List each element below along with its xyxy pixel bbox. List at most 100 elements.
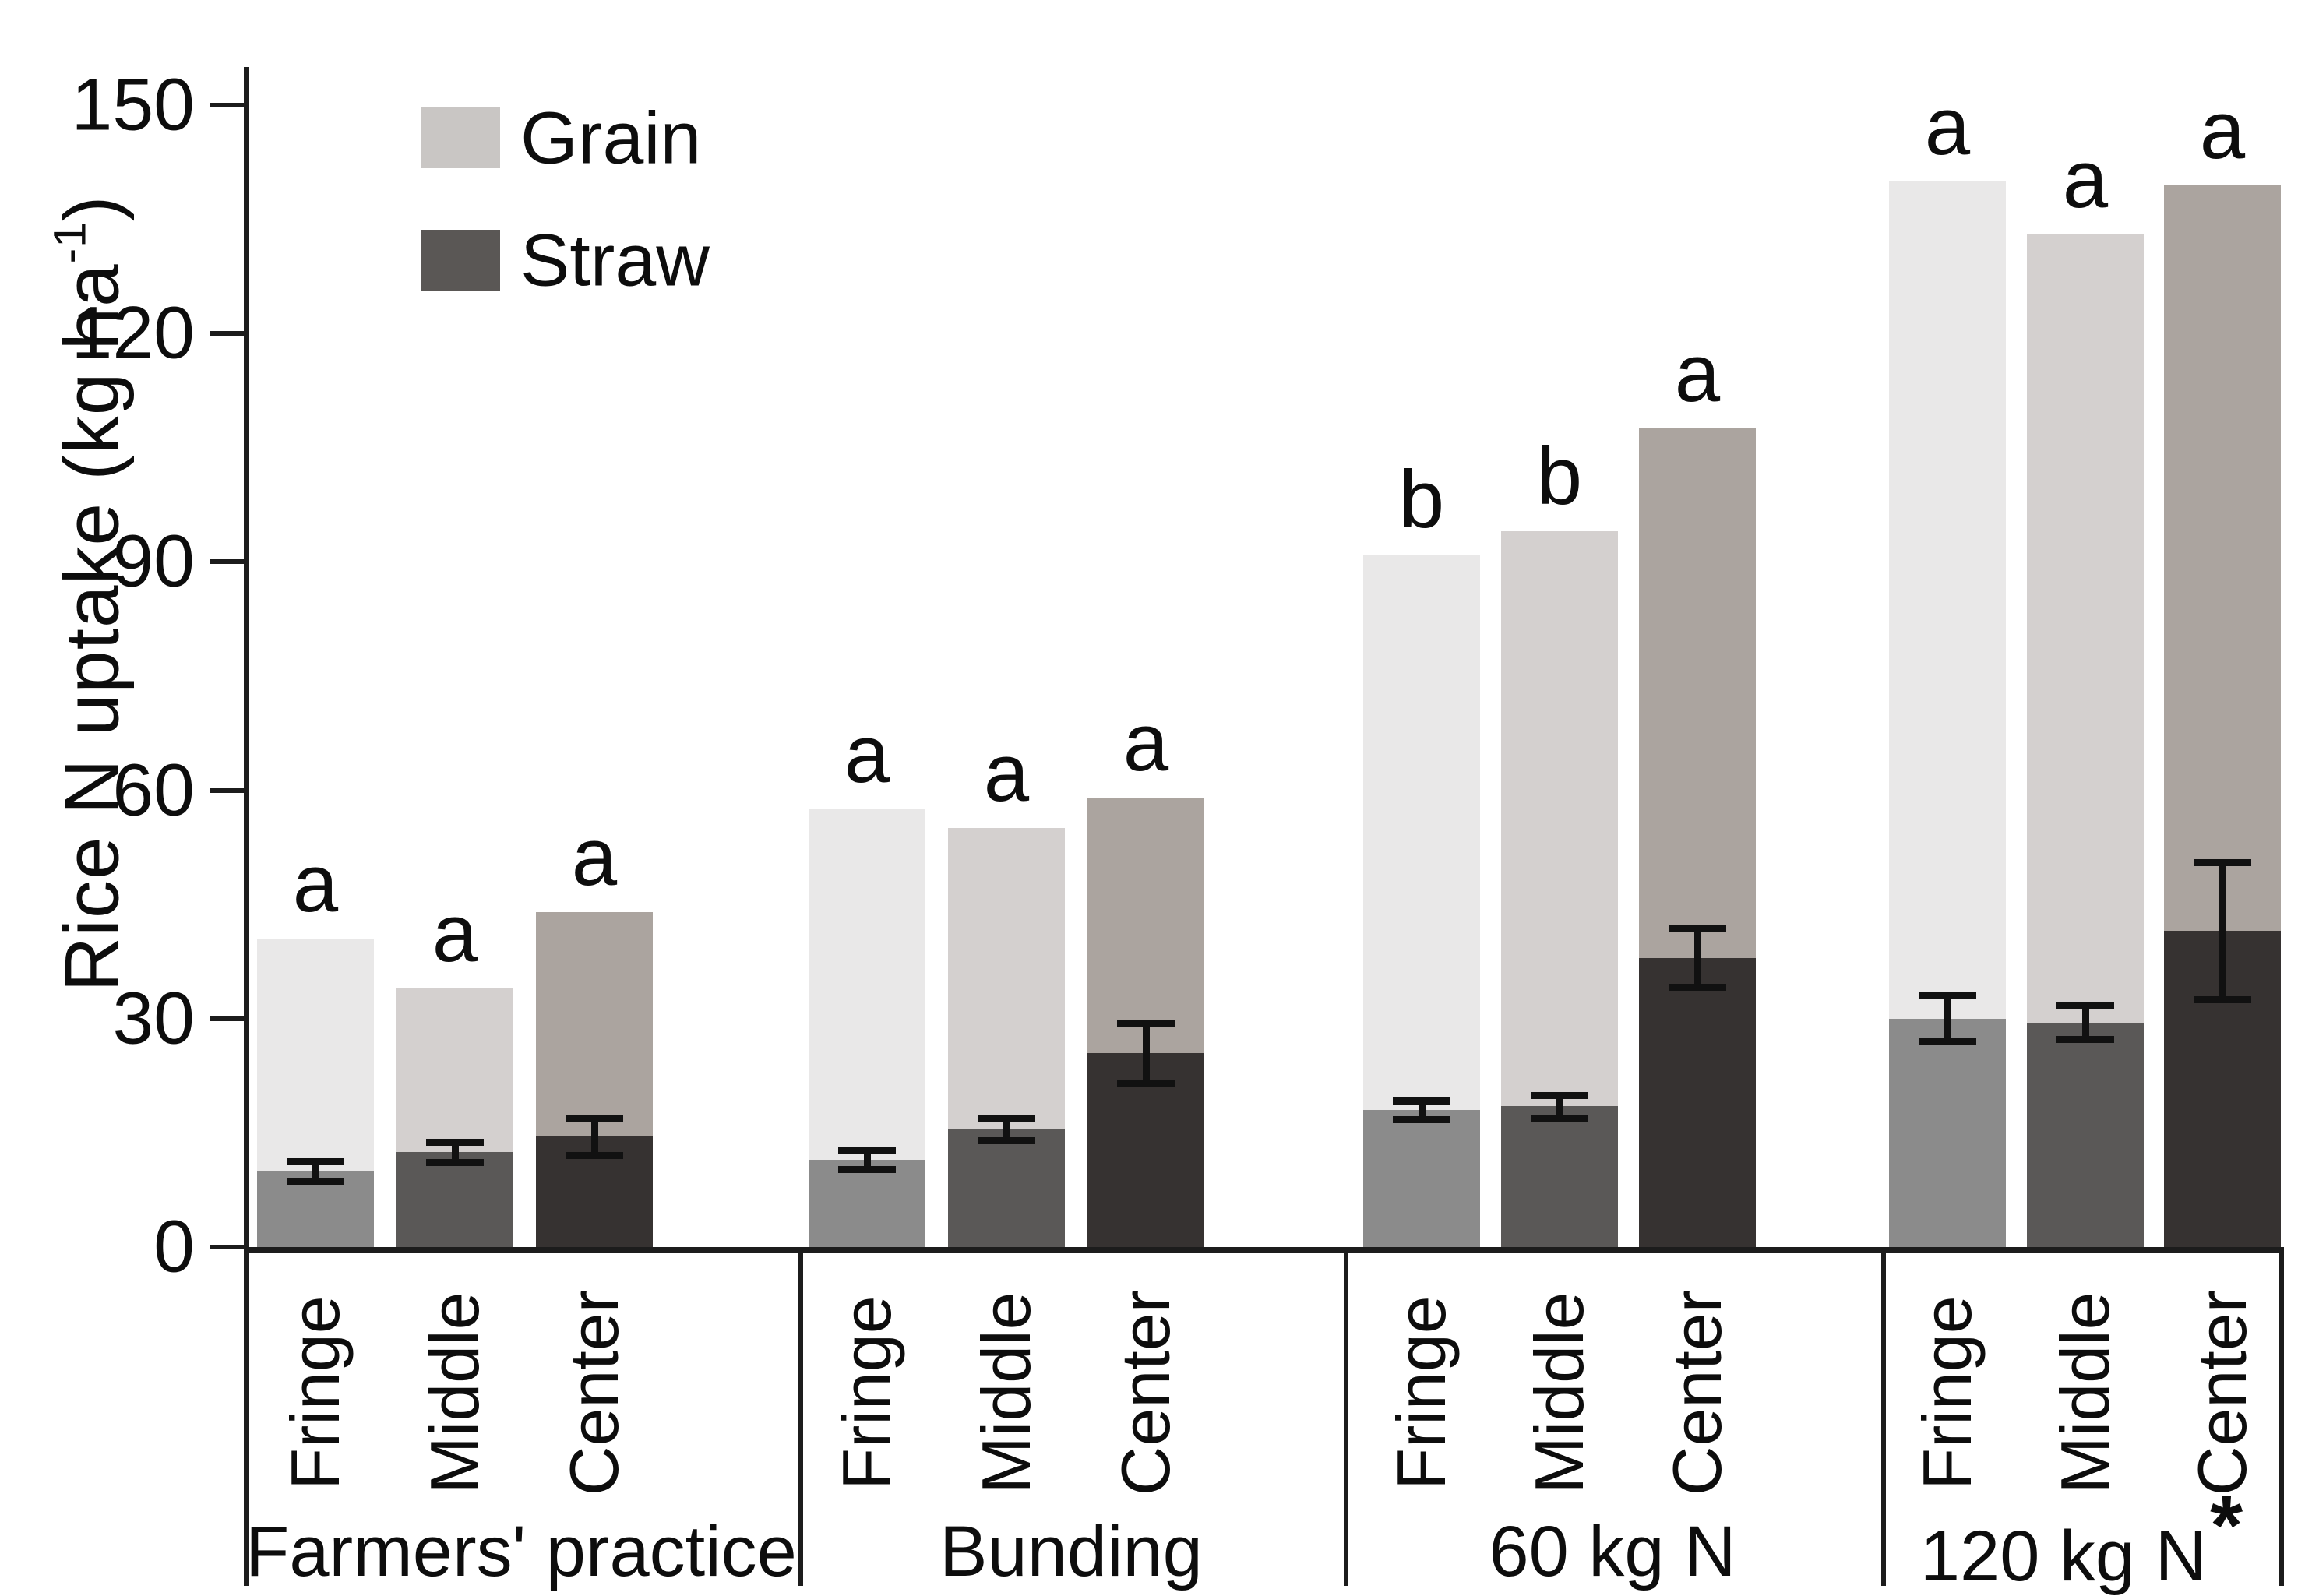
error-bar-cap-bottom bbox=[978, 1137, 1035, 1145]
error-bar-cap-top bbox=[2056, 1002, 2114, 1010]
error-bar-line bbox=[312, 1161, 319, 1181]
y-tick bbox=[210, 1245, 244, 1249]
group-label-text: Bunding bbox=[939, 1512, 1203, 1591]
legend-grain-label: Grain bbox=[520, 97, 702, 180]
y-axis-line bbox=[244, 67, 249, 1586]
group-label-text: Farmers' practice bbox=[245, 1512, 797, 1591]
bar-position-label-text: Fringe bbox=[828, 1295, 905, 1490]
group-label-text: 120 kg N bbox=[1919, 1517, 2208, 1596]
y-axis-title-close: ) bbox=[48, 195, 135, 222]
y-tick-label: 120 bbox=[71, 291, 195, 375]
error-bar-cap-bottom bbox=[1531, 1114, 1588, 1122]
error-bar-cap-top bbox=[1117, 1019, 1175, 1027]
group-label: Farmers' practice bbox=[245, 1513, 797, 1591]
y-tick-label: 150 bbox=[71, 63, 195, 146]
bar-grain-segment bbox=[809, 809, 925, 1160]
error-bar-cap-bottom bbox=[2056, 1036, 2114, 1044]
error-bar-line bbox=[451, 1142, 459, 1162]
bar-grain-segment bbox=[257, 939, 374, 1171]
significance-letter: a bbox=[2199, 84, 2246, 176]
significance-letter: b bbox=[1536, 431, 1583, 523]
bar-straw-segment bbox=[1889, 1018, 2006, 1247]
y-tick bbox=[210, 331, 244, 336]
significance-letter: a bbox=[2062, 134, 2109, 226]
y-axis-title-superscript: -1 bbox=[44, 221, 96, 264]
y-tick-label: 90 bbox=[112, 520, 195, 603]
bar-position-label-text: Middle bbox=[416, 1291, 493, 1494]
bar-grain-segment bbox=[396, 988, 513, 1152]
bar-position-label-text: Center bbox=[2183, 1289, 2261, 1496]
error-bar-line bbox=[1693, 928, 1701, 987]
error-bar-cap-bottom bbox=[1117, 1080, 1175, 1087]
bar-straw-segment bbox=[948, 1129, 1065, 1247]
error-bar-line bbox=[2081, 1006, 2089, 1040]
bar-grain-segment bbox=[1363, 554, 1480, 1111]
group-separator-line bbox=[798, 1247, 803, 1586]
error-bar-line bbox=[1944, 995, 1951, 1042]
y-tick-label: 30 bbox=[112, 977, 195, 1060]
significance-letter: b bbox=[1398, 453, 1445, 545]
bar-position-label-text: Center bbox=[1107, 1289, 1184, 1496]
bar-grain-segment bbox=[1501, 531, 1618, 1107]
bar-position-label-text: Fringe bbox=[1908, 1295, 1986, 1490]
error-bar-line bbox=[1556, 1094, 1563, 1118]
error-bar-cap-top bbox=[1393, 1097, 1450, 1105]
legend-grain-swatch bbox=[421, 107, 500, 168]
error-bar-cap-top bbox=[2194, 859, 2251, 867]
bar-straw-segment bbox=[809, 1159, 925, 1247]
bar-position-label-text: Center bbox=[555, 1289, 633, 1496]
error-bar-line bbox=[1003, 1117, 1010, 1141]
significance-letter: a bbox=[292, 838, 339, 930]
bar-grain-segment bbox=[2027, 234, 2144, 1023]
group-label: Bunding bbox=[939, 1513, 1203, 1591]
bar-straw-segment bbox=[1501, 1106, 1618, 1247]
group-separator-line bbox=[1881, 1247, 1886, 1586]
legend-straw-swatch bbox=[421, 230, 500, 291]
y-tick bbox=[210, 1016, 244, 1021]
bar-grain-segment bbox=[536, 911, 653, 1137]
error-bar-line bbox=[863, 1149, 871, 1170]
bar-position-label-text: Center bbox=[1658, 1289, 1736, 1496]
error-bar-line bbox=[590, 1118, 598, 1155]
bar-position-label-text: Fringe bbox=[277, 1295, 354, 1490]
bar-straw-segment bbox=[1639, 957, 1756, 1247]
significance-letter: a bbox=[1123, 697, 1169, 789]
bar-grain-segment bbox=[1889, 181, 2006, 1019]
bar-grain-segment bbox=[948, 828, 1065, 1129]
error-bar-line bbox=[1418, 1101, 1426, 1119]
y-tick-label: 60 bbox=[112, 749, 195, 832]
error-bar-cap-bottom bbox=[1669, 983, 1726, 991]
error-bar-cap-top bbox=[1669, 925, 1726, 933]
bar-position-label-text: Middle bbox=[2046, 1291, 2123, 1494]
error-bar-cap-bottom bbox=[2194, 996, 2251, 1004]
error-bar-cap-top bbox=[978, 1114, 1035, 1122]
y-tick-label: 0 bbox=[153, 1205, 195, 1288]
group-separator-line bbox=[1344, 1247, 1348, 1586]
group-separator-line bbox=[2279, 1247, 2284, 1586]
error-bar-cap-bottom bbox=[1393, 1115, 1450, 1123]
error-bar-cap-bottom bbox=[287, 1177, 344, 1185]
y-tick bbox=[210, 787, 244, 793]
error-bar-cap-top bbox=[1531, 1091, 1588, 1099]
bar-position-label-text: Middle bbox=[1521, 1291, 1598, 1494]
error-bar-cap-bottom bbox=[566, 1151, 623, 1159]
group-label-text: 60 kg N bbox=[1489, 1512, 1736, 1591]
significance-letter: a bbox=[1924, 80, 1971, 172]
bar-position-label-text: Fringe bbox=[1383, 1295, 1460, 1490]
error-bar-cap-top bbox=[566, 1115, 623, 1122]
error-bar-cap-bottom bbox=[838, 1166, 896, 1174]
legend-straw-label: Straw bbox=[520, 219, 710, 302]
bar-straw-segment bbox=[2027, 1022, 2144, 1247]
y-tick bbox=[210, 559, 244, 565]
bar-straw-segment bbox=[1363, 1110, 1480, 1247]
bar-grain-segment bbox=[1639, 428, 1756, 958]
bar-position-label-text: Middle bbox=[967, 1291, 1045, 1494]
significance-asterisk: * bbox=[2210, 1478, 2243, 1572]
significance-letter: a bbox=[983, 728, 1030, 819]
significance-letter: a bbox=[571, 811, 618, 903]
x-axis-line bbox=[244, 1247, 2284, 1253]
group-label: 120 kg N* bbox=[1919, 1483, 2243, 1596]
error-bar-cap-top bbox=[838, 1146, 896, 1154]
error-bar-cap-top bbox=[1919, 992, 1976, 1000]
